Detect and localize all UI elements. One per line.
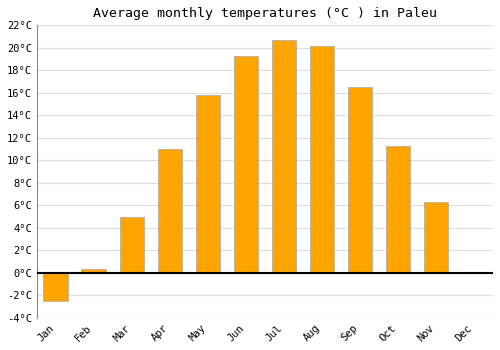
Bar: [348, 87, 372, 273]
Bar: [272, 40, 296, 273]
Bar: [120, 217, 144, 273]
Bar: [82, 270, 106, 273]
Bar: [234, 56, 258, 273]
Bar: [424, 202, 448, 273]
Bar: [158, 149, 182, 273]
Bar: [310, 46, 334, 273]
Bar: [386, 146, 410, 273]
Bar: [196, 95, 220, 273]
Title: Average monthly temperatures (°C ) in Paleu: Average monthly temperatures (°C ) in Pa…: [93, 7, 437, 20]
Bar: [44, 273, 68, 301]
